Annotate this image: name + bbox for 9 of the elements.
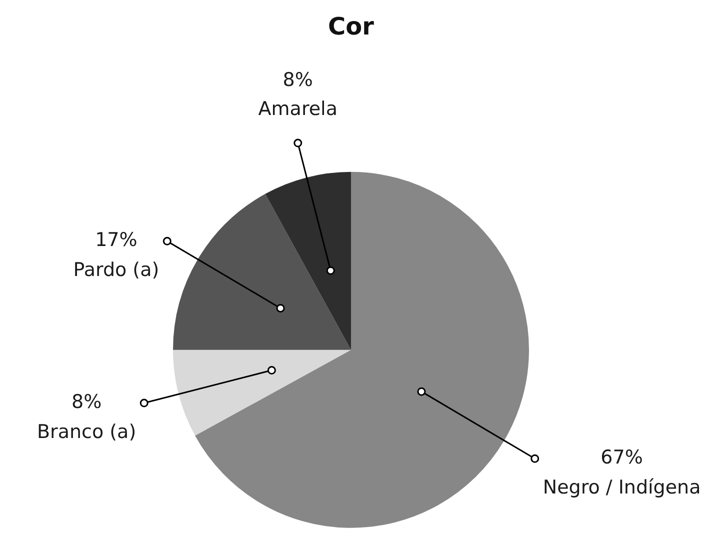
data-label: 67%	[600, 446, 643, 469]
slice-label: Branco (a)	[36, 420, 136, 443]
slice-label: Pardo (a)	[73, 259, 160, 282]
slice-label: Amarela	[258, 98, 338, 120]
data-label: 8%	[282, 68, 313, 91]
data-label: 8%	[71, 390, 102, 413]
data-label: 17%	[95, 229, 138, 252]
chart-title: Cor	[328, 12, 374, 41]
slice-label: Negro / Indígena	[542, 476, 701, 499]
